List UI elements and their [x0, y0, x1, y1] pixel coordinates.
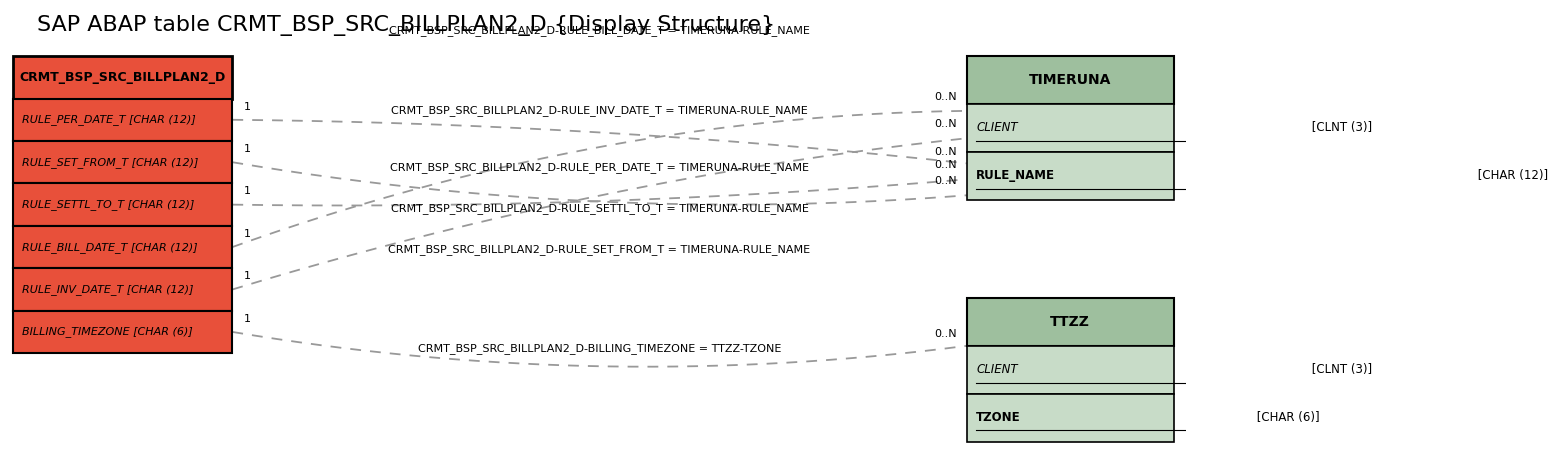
FancyBboxPatch shape: [14, 56, 232, 99]
Text: [CLNT (3)]: [CLNT (3)]: [1308, 122, 1373, 134]
Text: TZONE: TZONE: [977, 411, 1020, 424]
Text: 0..N: 0..N: [935, 119, 958, 129]
Text: 1: 1: [244, 144, 252, 154]
Text: BILLING_TIMEZONE [CHAR (6)]: BILLING_TIMEZONE [CHAR (6)]: [22, 326, 193, 337]
Text: [CHAR (6)]: [CHAR (6)]: [1253, 411, 1320, 424]
FancyBboxPatch shape: [967, 152, 1174, 200]
Text: 1: 1: [244, 271, 252, 281]
FancyBboxPatch shape: [14, 141, 232, 184]
Text: RULE_BILL_DATE_T [CHAR (12)]: RULE_BILL_DATE_T [CHAR (12)]: [22, 241, 197, 252]
Text: TIMERUNA: TIMERUNA: [1029, 73, 1112, 87]
Text: CRMT_BSP_SRC_BILLPLAN2_D-RULE_PER_DATE_T = TIMERUNA-RULE_NAME: CRMT_BSP_SRC_BILLPLAN2_D-RULE_PER_DATE_T…: [390, 162, 809, 174]
Text: CRMT_BSP_SRC_BILLPLAN2_D-BILLING_TIMEZONE = TTZZ-TZONE: CRMT_BSP_SRC_BILLPLAN2_D-BILLING_TIMEZON…: [418, 343, 781, 353]
Text: CLIENT: CLIENT: [977, 363, 1017, 376]
FancyBboxPatch shape: [14, 311, 232, 353]
Text: CRMT_BSP_SRC_BILLPLAN2_D-RULE_SETTL_TO_T = TIMERUNA-RULE_NAME: CRMT_BSP_SRC_BILLPLAN2_D-RULE_SETTL_TO_T…: [390, 203, 809, 214]
FancyBboxPatch shape: [14, 99, 232, 141]
FancyBboxPatch shape: [967, 56, 1174, 104]
FancyBboxPatch shape: [14, 184, 232, 226]
Text: [CHAR (12)]: [CHAR (12)]: [1474, 169, 1549, 182]
FancyBboxPatch shape: [967, 104, 1174, 152]
Text: 1: 1: [244, 186, 252, 196]
Text: RULE_SETTL_TO_T [CHAR (12)]: RULE_SETTL_TO_T [CHAR (12)]: [22, 199, 194, 210]
FancyBboxPatch shape: [967, 346, 1174, 394]
Text: 0..N: 0..N: [935, 176, 958, 186]
Text: [CLNT (3)]: [CLNT (3)]: [1308, 363, 1373, 376]
Text: CLIENT: CLIENT: [977, 122, 1017, 134]
Text: CRMT_BSP_SRC_BILLPLAN2_D-RULE_SET_FROM_T = TIMERUNA-RULE_NAME: CRMT_BSP_SRC_BILLPLAN2_D-RULE_SET_FROM_T…: [389, 245, 810, 256]
Text: RULE_PER_DATE_T [CHAR (12)]: RULE_PER_DATE_T [CHAR (12)]: [22, 114, 196, 125]
FancyBboxPatch shape: [967, 394, 1174, 442]
Text: SAP ABAP table CRMT_BSP_SRC_BILLPLAN2_D {Display Structure}: SAP ABAP table CRMT_BSP_SRC_BILLPLAN2_D …: [37, 15, 774, 36]
Text: CRMT_BSP_SRC_BILLPLAN2_D-RULE_BILL_DATE_T = TIMERUNA-RULE_NAME: CRMT_BSP_SRC_BILLPLAN2_D-RULE_BILL_DATE_…: [389, 26, 810, 37]
Text: 0..N: 0..N: [935, 160, 958, 170]
Text: TTZZ: TTZZ: [1050, 315, 1090, 329]
Text: RULE_SET_FROM_T [CHAR (12)]: RULE_SET_FROM_T [CHAR (12)]: [22, 157, 197, 168]
FancyBboxPatch shape: [967, 298, 1174, 346]
Text: RULE_NAME: RULE_NAME: [977, 169, 1056, 182]
Text: 0..N: 0..N: [935, 146, 958, 157]
Text: 1: 1: [244, 229, 252, 239]
FancyBboxPatch shape: [14, 268, 232, 311]
FancyBboxPatch shape: [14, 226, 232, 268]
Text: 0..N: 0..N: [935, 329, 958, 339]
Text: 0..N: 0..N: [935, 92, 958, 102]
Text: CRMT_BSP_SRC_BILLPLAN2_D: CRMT_BSP_SRC_BILLPLAN2_D: [20, 71, 225, 84]
Text: 1: 1: [244, 313, 252, 324]
Text: 1: 1: [244, 101, 252, 112]
Text: RULE_INV_DATE_T [CHAR (12)]: RULE_INV_DATE_T [CHAR (12)]: [22, 284, 193, 295]
Text: CRMT_BSP_SRC_BILLPLAN2_D-RULE_INV_DATE_T = TIMERUNA-RULE_NAME: CRMT_BSP_SRC_BILLPLAN2_D-RULE_INV_DATE_T…: [392, 106, 809, 116]
